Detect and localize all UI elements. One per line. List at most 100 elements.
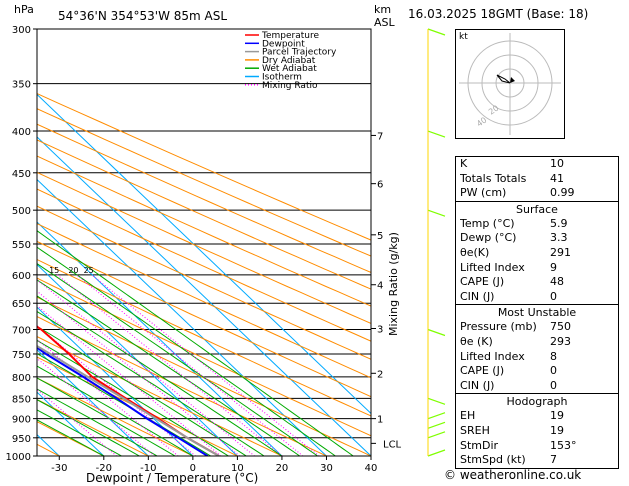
x-tick-label: -20 xyxy=(96,463,112,474)
km-label: km xyxy=(374,3,391,16)
index-row: Pressure (mb) 750 xyxy=(456,320,618,335)
dry-adiabat-line xyxy=(37,398,149,456)
wet-adiabat-line xyxy=(37,263,318,456)
index-value: 293 xyxy=(550,334,571,348)
dry-adiabat-line xyxy=(37,223,371,379)
wind-barb xyxy=(427,28,446,36)
x-tick-label: 30 xyxy=(320,463,333,474)
most-unstable-title: Most Unstable xyxy=(497,306,577,320)
hodograph-rings xyxy=(459,33,561,135)
storm-motion-icon xyxy=(510,77,515,83)
dry-adiabat-line xyxy=(37,277,371,437)
isotherm-line xyxy=(37,93,371,415)
index-label: Dewp (°C) xyxy=(460,231,517,245)
index-value: 19 xyxy=(550,423,564,437)
legend-entry: Mixing Ratio xyxy=(262,81,318,91)
mixing-ratio-label: 20 xyxy=(68,266,78,275)
mixing-ratio-line xyxy=(56,274,283,456)
dry-adiabat-line xyxy=(37,155,371,307)
index-label: Temp (°C) xyxy=(460,216,515,230)
dry-adiabat-line xyxy=(37,108,371,257)
index-value: 48 xyxy=(550,275,564,289)
km-tick-label: LCL xyxy=(383,439,402,450)
hodograph: kt 40 20 xyxy=(455,29,565,139)
km-tick-label: 7 xyxy=(377,131,383,142)
mixing-ratio-line xyxy=(91,274,320,456)
wet-adiabat-line xyxy=(37,325,247,456)
hodograph-unit-label: kt xyxy=(459,32,468,42)
wind-barb xyxy=(427,431,446,439)
dry-adiabat-line xyxy=(37,93,371,241)
y-tick-label: 800 xyxy=(12,373,31,384)
dry-adiabat-line xyxy=(37,335,283,456)
wet-adiabat-line xyxy=(37,295,283,456)
index-value: 7 xyxy=(550,453,557,467)
mixing-ratio-line xyxy=(37,279,255,456)
index-row: EH 19 xyxy=(456,409,618,424)
index-value: 5.9 xyxy=(550,216,568,230)
isotherm-line xyxy=(37,306,194,456)
mixing-ratio-line xyxy=(37,290,241,456)
surface-title: Surface xyxy=(516,202,558,216)
index-row: θe (K) 293 xyxy=(456,335,618,350)
mixing-ratio-label: 25 xyxy=(84,266,94,275)
index-row: SREH 19 xyxy=(456,424,618,439)
x-tick-label: 20 xyxy=(276,463,289,474)
wind-barb xyxy=(427,328,446,337)
isotherm-line xyxy=(37,221,283,456)
wet-adiabat-line xyxy=(37,310,265,456)
dry-adiabat-line xyxy=(37,377,194,456)
legend-entry: Temperature xyxy=(261,31,319,41)
index-label: StmDir xyxy=(460,438,499,452)
index-value: 750 xyxy=(550,320,571,334)
index-label: Lifted Index xyxy=(460,349,525,363)
km-tick-label: 5 xyxy=(377,231,383,242)
wet-adiabat-line xyxy=(37,365,194,456)
km-tick-label: 2 xyxy=(377,369,383,380)
x-tick-label: 0 xyxy=(190,463,196,474)
km-tick-label: 3 xyxy=(377,324,383,335)
km-tick-label: 6 xyxy=(377,180,383,191)
dry-adiabat-line xyxy=(37,123,371,273)
wet-adiabat-line xyxy=(37,279,300,456)
wet-adiabat-line xyxy=(37,409,122,456)
index-label: Pressure (mb) xyxy=(460,320,537,334)
isotherm-line xyxy=(37,348,149,456)
index-value: 19 xyxy=(550,409,564,423)
wind-barb xyxy=(427,421,446,429)
index-row: Lifted Index 9 xyxy=(456,261,618,276)
index-label: EH xyxy=(460,409,476,423)
x-tick-label: 40 xyxy=(365,463,378,474)
mixing-ratio-line xyxy=(37,357,155,456)
datetime-header: 16.03.2025 18GMT (Base: 18) xyxy=(408,7,589,21)
dry-adiabat-line xyxy=(37,296,371,456)
index-label: PW (cm) xyxy=(460,186,507,200)
legend-entry: Parcel Trajectory xyxy=(262,48,337,58)
y-tick-label: 600 xyxy=(12,271,31,282)
index-value: 153° xyxy=(550,438,577,452)
index-row: CAPE (J) 0 xyxy=(456,364,618,379)
index-value: 8 xyxy=(550,349,557,363)
km-tick-label: 1 xyxy=(377,415,383,426)
x-axis-label: Dewpoint / Temperature (°C) xyxy=(86,471,258,485)
temperature-line xyxy=(37,325,220,456)
index-label: CAPE (J) xyxy=(460,275,505,289)
index-value: 291 xyxy=(550,245,571,259)
hodograph-title: Hodograph xyxy=(506,395,568,409)
indices-panel: K 10 Totals Totals 41 PW (cm) 0.99 Surface Te… xyxy=(455,156,619,469)
index-row: CIN (J) 0 xyxy=(456,379,618,394)
index-row: θe(K) 291 xyxy=(456,246,618,261)
most-unstable-section: Most Unstable Pressure (mb) 750 θe (K) 293 L… xyxy=(456,304,618,393)
index-row: Temp (°C) 5.9 xyxy=(456,217,618,232)
index-row: StmSpd (kt) 7 xyxy=(456,453,618,468)
wind-barb xyxy=(427,130,446,138)
asl-label: ASL xyxy=(374,16,396,29)
index-value: 3.3 xyxy=(550,231,568,245)
location-title: 54°36'N 354°53'W 85m ASL xyxy=(58,9,227,23)
index-label: CIN (J) xyxy=(460,289,495,303)
y-tick-label: 500 xyxy=(12,206,31,217)
y-tick-label: 900 xyxy=(12,415,31,426)
index-label: SREH xyxy=(460,423,490,437)
wind-barbs xyxy=(427,28,446,457)
dry-adiabat-line xyxy=(37,240,371,398)
